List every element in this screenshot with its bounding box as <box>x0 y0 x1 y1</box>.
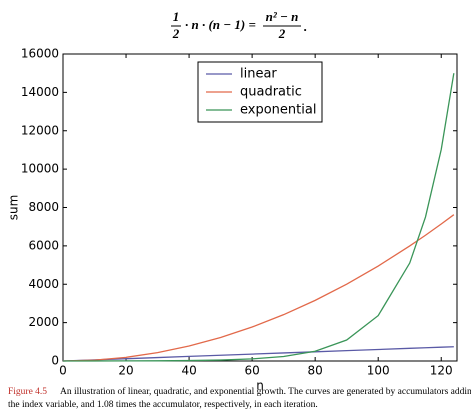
formula-part: 2 <box>278 26 286 41</box>
caption-label: Figure 4.5 <box>8 387 47 397</box>
y-tick-label: 6000 <box>28 238 59 252</box>
y-tick-label: 12000 <box>21 123 59 137</box>
x-tick-label: 120 <box>430 364 453 378</box>
y-tick-label: 16000 <box>21 47 59 61</box>
y-tick-label: 10000 <box>21 162 59 176</box>
x-tick-label: 40 <box>181 364 196 378</box>
x-tick-label: 100 <box>367 364 390 378</box>
x-axis-label: n <box>256 379 264 393</box>
formula-part: n² − n <box>266 9 299 24</box>
line-series <box>62 346 454 362</box>
x-tick-label: 20 <box>118 364 133 378</box>
y-tick-label: 4000 <box>28 277 59 291</box>
x-tick-label: 80 <box>308 364 323 378</box>
legend-label: exponential <box>240 103 316 118</box>
x-tick-label: 60 <box>244 364 259 378</box>
x-tick-label: 0 <box>59 364 67 378</box>
y-axis-label: sum <box>7 195 21 221</box>
line-series <box>62 214 455 362</box>
legend-label: linear <box>240 67 277 82</box>
line-series <box>62 73 455 362</box>
legend-label: quadratic <box>240 85 302 100</box>
y-tick-label: 14000 <box>21 85 59 99</box>
caption-text: An illustration of linear, quadratic, an… <box>60 386 471 397</box>
formula-part: 1 <box>173 9 180 24</box>
y-tick-label: 8000 <box>28 200 59 214</box>
formula-part: · n · (n − 1) = <box>185 17 256 32</box>
y-tick-label: 0 <box>51 354 59 368</box>
y-tick-label: 2000 <box>28 315 59 329</box>
formula-part: . <box>304 19 307 34</box>
formula-part: 2 <box>172 26 180 41</box>
caption-text: the index variable, and 1.08 times the a… <box>8 400 318 410</box>
